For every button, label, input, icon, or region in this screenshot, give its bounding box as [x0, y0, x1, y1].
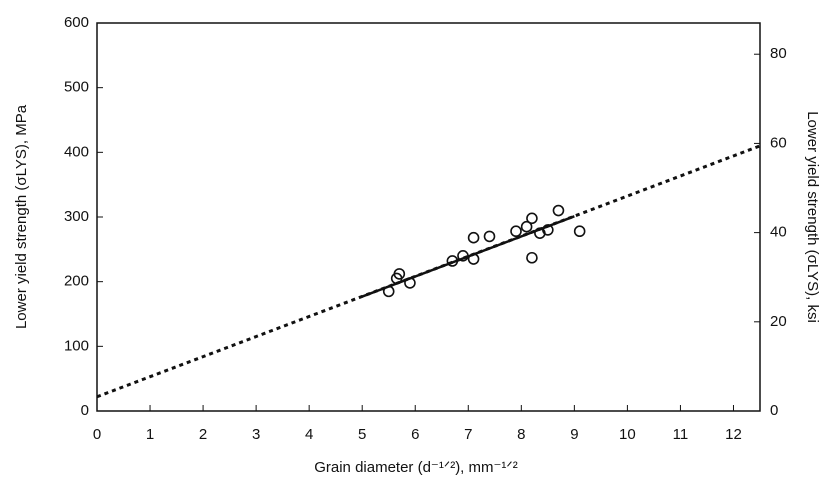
plot-frame — [96, 22, 761, 412]
y-axis-label: Lower yield strength (σLYS), MPa — [13, 104, 30, 329]
y2-tick-label: 0 — [770, 402, 778, 419]
data-point — [573, 225, 586, 238]
x-tick-label: 8 — [517, 426, 525, 443]
fit-line — [361, 215, 575, 298]
data-point — [467, 231, 480, 244]
y-tick-label: 100 — [64, 337, 89, 354]
data-point — [526, 251, 538, 264]
data-point — [526, 212, 538, 225]
y-tick-label: 0 — [81, 402, 89, 419]
y-tick-label: 500 — [64, 79, 89, 96]
data-point — [520, 220, 533, 233]
y2-axis-label: Lower yield strength (σLYS), ksi — [804, 111, 821, 323]
x-tick-label: 12 — [725, 426, 742, 443]
y-tick-label: 600 — [64, 14, 89, 31]
x-tick-label: 6 — [411, 426, 419, 443]
y2-tick-label: 20 — [770, 313, 787, 330]
y2-tick-label: 80 — [770, 45, 787, 62]
x-tick-label: 2 — [199, 426, 207, 443]
x-tick-label: 9 — [570, 426, 578, 443]
x-tick-label: 1 — [146, 426, 154, 443]
y2-tick-label: 40 — [770, 224, 787, 241]
data-point — [552, 204, 565, 217]
y2-tick-label: 60 — [770, 134, 787, 151]
y-tick-label: 400 — [64, 143, 89, 160]
x-tick-label: 3 — [252, 426, 260, 443]
data-point — [510, 225, 522, 238]
y-tick-label: 200 — [64, 273, 89, 290]
x-axis-label: Grain diameter (d⁻¹ᐟ²), mm⁻¹ᐟ² — [314, 459, 518, 476]
x-tick-label: 5 — [358, 426, 366, 443]
x-tick-label: 10 — [619, 426, 636, 443]
data-point — [483, 230, 496, 243]
x-tick-label: 7 — [464, 426, 472, 443]
x-tick-label: 4 — [305, 426, 313, 443]
x-tick-label: 0 — [93, 426, 101, 443]
y-tick-label: 300 — [64, 208, 89, 225]
x-tick-label: 11 — [673, 426, 689, 443]
